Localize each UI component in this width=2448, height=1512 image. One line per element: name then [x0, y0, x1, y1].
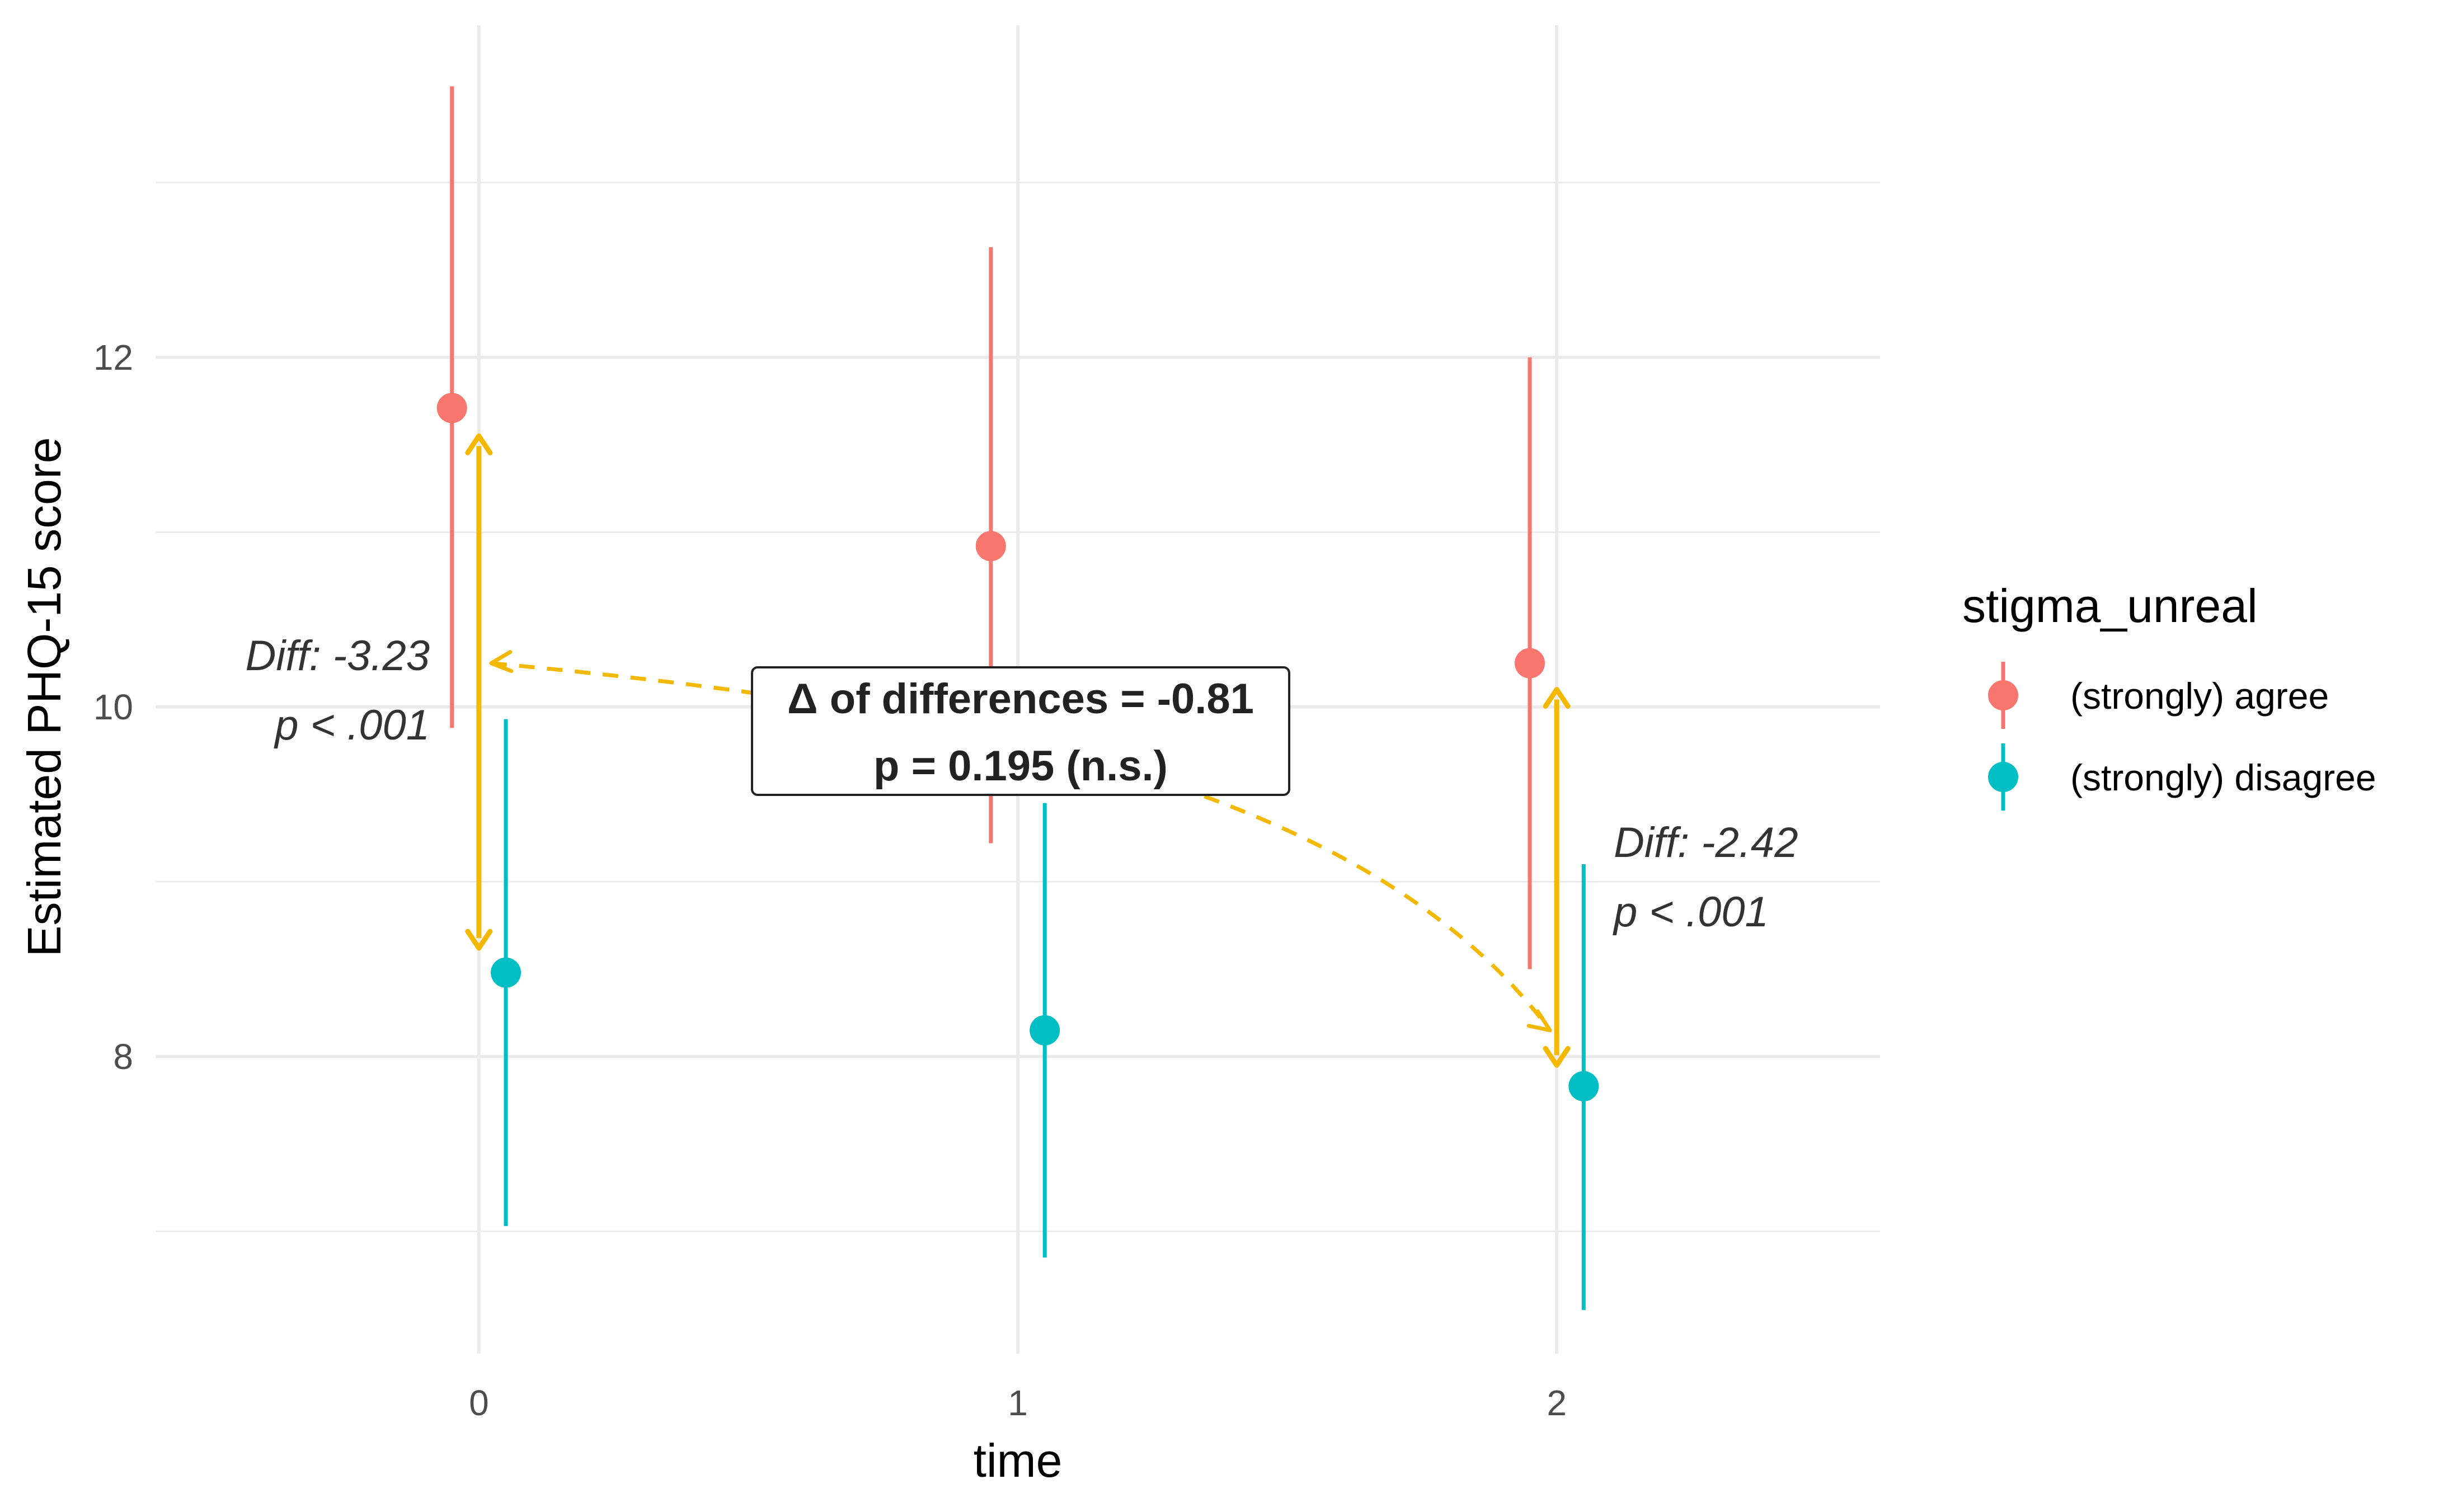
annotation-box: [751, 666, 1290, 796]
y-axis-title: Estimated PHQ-15 score: [18, 437, 71, 957]
diff-left-p: p < .001: [274, 701, 430, 749]
data-point: [975, 531, 1006, 562]
diff-right-label: Diff: -2.42: [1614, 819, 1798, 866]
arrow-head-up: [1543, 687, 1571, 709]
legend-key-point: [1988, 680, 2018, 710]
connector-head-end: [1526, 1009, 1552, 1033]
y-tick-label: 8: [113, 1037, 133, 1077]
x-tick-label: 1: [1008, 1383, 1028, 1423]
data-point: [1568, 1071, 1599, 1101]
annotation-box-line2: p = 0.195 (n.s.): [873, 742, 1168, 790]
diff-right-p: p < .001: [1613, 888, 1769, 936]
x-tick-label: 2: [1547, 1383, 1567, 1423]
legend: stigma_unreal (strongly) agree (strongly) …: [1962, 580, 2376, 811]
arrow-head-down: [465, 929, 493, 951]
x-axis-title: time: [974, 1434, 1063, 1487]
legend-label: (strongly) disagree: [2070, 757, 2376, 798]
data-point: [1030, 1015, 1060, 1045]
connector-head-start: [489, 650, 514, 673]
legend-key-point: [1988, 762, 2018, 792]
legend-title: stigma_unreal: [1962, 580, 2258, 632]
arrow-head-down: [1543, 1045, 1571, 1068]
legend-label: (strongly) agree: [2070, 675, 2329, 717]
data-point: [1514, 648, 1545, 679]
diff-left-label: Diff: -3.23: [246, 632, 430, 680]
annotation-box-line1: Δ of differences = -0.81: [787, 675, 1254, 723]
data-point: [491, 957, 521, 988]
annotations: Diff: -3.23 p < .001 Diff: -2.42 p < .001 Δ …: [246, 433, 1798, 1068]
arrow-head-up: [465, 433, 493, 455]
data-point: [436, 393, 467, 423]
y-tick-label: 10: [93, 687, 133, 727]
y-tick-label: 12: [93, 337, 133, 378]
x-tick-label: 0: [469, 1383, 489, 1423]
